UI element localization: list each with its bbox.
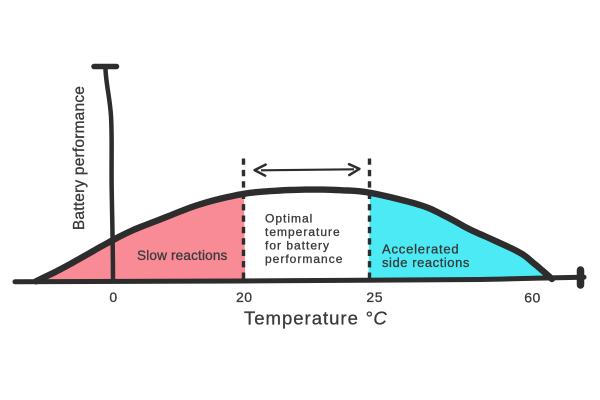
svg-text:Optimal: Optimal: [265, 212, 313, 226]
svg-text:for battery: for battery: [265, 239, 330, 253]
svg-text:side reactions: side reactions: [382, 255, 470, 270]
svg-text:Temperature °C: Temperature °C: [244, 308, 388, 329]
svg-text:Battery performance: Battery performance: [71, 86, 88, 230]
svg-text:25: 25: [366, 289, 383, 305]
svg-text:Accelerated: Accelerated: [382, 242, 459, 257]
svg-text:20: 20: [236, 289, 253, 305]
svg-text:Slow reactions: Slow reactions: [137, 248, 228, 263]
svg-text:performance: performance: [265, 252, 343, 266]
svg-text:0: 0: [109, 289, 117, 305]
svg-text:60: 60: [524, 290, 541, 306]
svg-text:temperature: temperature: [265, 225, 341, 239]
